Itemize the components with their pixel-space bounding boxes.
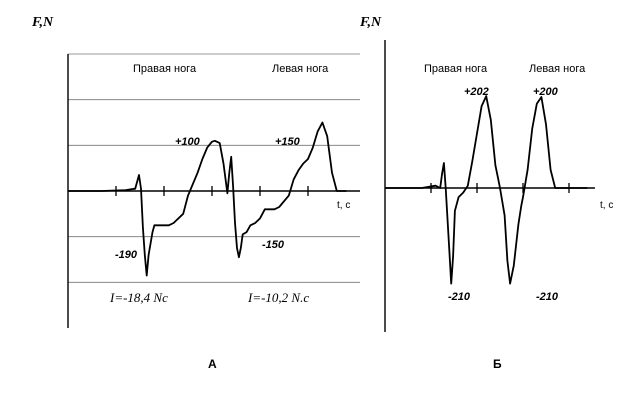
panel-b-annotation-min-right: -210 (448, 291, 471, 303)
panel-a-annotation-max-left: +150 (275, 136, 301, 148)
panel-b-x-axis-title: t, c (600, 200, 613, 211)
panel-a-impulse-right: I=-18,4 Nc (109, 290, 168, 305)
panel-b-label: Б (493, 357, 502, 371)
panel-a-annotation-min-left: -150 (262, 239, 285, 251)
panel-b-annotation-max-right: +202 (464, 86, 489, 98)
panel-a-impulse-left: I=-10,2 N.c (247, 290, 309, 305)
panel-a-label: А (208, 357, 217, 371)
panel-a-annotation-min-right: -190 (115, 249, 138, 261)
panel-a-y-axis-title: F,N (31, 15, 54, 30)
panel-b-series-line (385, 95, 588, 285)
panel-b-annotation-max-left: +200 (533, 86, 559, 98)
panel-a-series-line (68, 121, 347, 277)
panel-b-legend-left-leg: Левая нога (529, 63, 586, 75)
panel-a-x-axis-title: t, c (337, 200, 350, 211)
panel-a-legend-right-leg: Правая нога (133, 63, 197, 75)
panel-b-y-axis-title: F,N (359, 15, 382, 30)
panel-b-legend-right-leg: Правая нога (424, 63, 488, 75)
panel-b-annotation-min-left: -210 (536, 291, 559, 303)
panel-a-legend-left-leg: Левая нога (272, 63, 329, 75)
panel-a-annotation-max-right: +100 (175, 136, 201, 148)
